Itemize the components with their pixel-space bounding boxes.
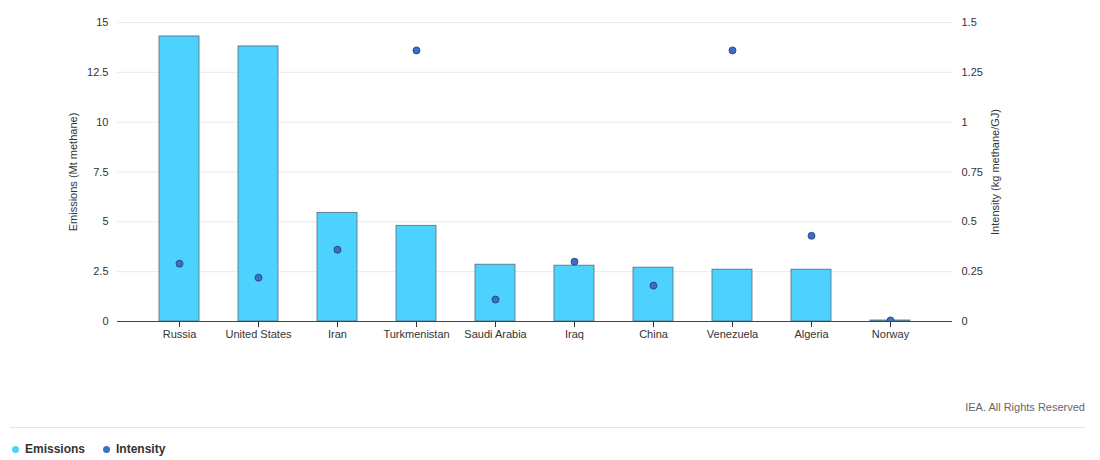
svg-text:1.25: 1.25: [962, 66, 983, 78]
svg-text:Saudi Arabia: Saudi Arabia: [464, 328, 527, 340]
svg-text:China: China: [639, 328, 669, 340]
svg-text:Norway: Norway: [872, 328, 910, 340]
svg-text:Intensity (kg methane/GJ): Intensity (kg methane/GJ): [989, 109, 1001, 235]
svg-text:1.5: 1.5: [962, 16, 977, 28]
svg-text:2.5: 2.5: [93, 265, 108, 277]
svg-text:7.5: 7.5: [93, 166, 108, 178]
svg-text:0.75: 0.75: [962, 166, 983, 178]
svg-text:15: 15: [96, 16, 108, 28]
svg-text:0.25: 0.25: [962, 265, 983, 277]
svg-text:5: 5: [102, 215, 108, 227]
svg-text:0.5: 0.5: [962, 215, 977, 227]
svg-text:1: 1: [962, 116, 968, 128]
svg-text:Russia: Russia: [163, 328, 198, 340]
svg-text:0: 0: [962, 315, 968, 327]
svg-text:Venezuela: Venezuela: [707, 328, 759, 340]
svg-text:Turkmenistan: Turkmenistan: [383, 328, 449, 340]
html-text:Intensity: Intensity: [116, 442, 166, 456]
svg-text:0: 0: [102, 315, 108, 327]
svg-text:Iraq: Iraq: [565, 328, 584, 340]
svg-text:10: 10: [96, 116, 108, 128]
svg-text:Iran: Iran: [328, 328, 347, 340]
svg-text:United States: United States: [225, 328, 292, 340]
svg-text:Emissions (Mt methane): Emissions (Mt methane): [67, 113, 79, 232]
svg-text:Algeria: Algeria: [794, 328, 829, 340]
html-text:IEA. All Rights Reserved: IEA. All Rights Reserved: [965, 401, 1085, 413]
svg-text:12.5: 12.5: [87, 66, 108, 78]
html-text:Emissions: Emissions: [25, 442, 85, 456]
